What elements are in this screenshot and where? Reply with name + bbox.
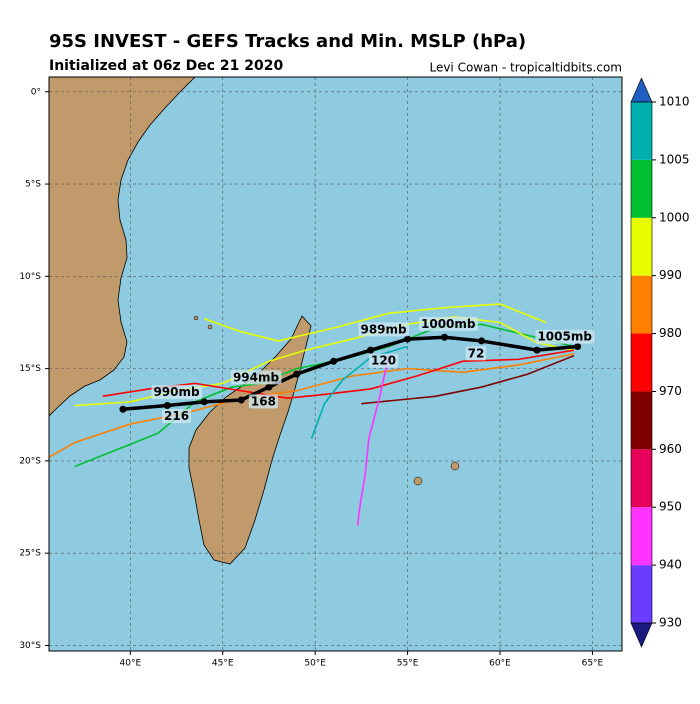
ensemble-track xyxy=(49,353,575,458)
mean-track-label: 168 xyxy=(251,394,276,408)
mean-track-label: 990mb xyxy=(153,385,200,399)
comoros xyxy=(207,324,213,330)
comoros xyxy=(193,315,199,321)
mean-track-point xyxy=(237,396,245,404)
colorbar-frame xyxy=(630,101,653,624)
colorbar-tick-label: 940 xyxy=(659,558,682,572)
label-box xyxy=(248,394,278,409)
colorbar-tick-label: 1000 xyxy=(659,210,690,224)
colorbar-segment xyxy=(631,565,652,623)
label-box xyxy=(358,322,410,337)
mean-track-point xyxy=(119,405,127,413)
y-tick-label: 15°S xyxy=(19,364,41,374)
colorbar-segment xyxy=(631,507,652,566)
mean-track-point xyxy=(293,370,301,378)
mean-track-point xyxy=(163,402,171,410)
label-box xyxy=(535,329,595,344)
mean-track-point xyxy=(478,337,486,345)
mean-track-point xyxy=(367,346,375,354)
mean-track-label: 1000mb xyxy=(421,317,476,331)
colorbar-tick-label: 970 xyxy=(659,384,682,398)
x-tick-label: 55°E xyxy=(397,659,419,669)
subtitle: Initialized at 06z Dec 21 2020 xyxy=(49,58,283,74)
colorbar-tick-label: 1005 xyxy=(659,152,690,166)
mean-track-label: 994mb xyxy=(233,370,280,384)
mean-track-point xyxy=(404,335,412,343)
colorbar-tick-label: 930 xyxy=(659,616,682,630)
mean-track-label: 216 xyxy=(164,409,189,423)
y-tick-label: 30°S xyxy=(19,641,41,651)
label-box xyxy=(419,316,478,331)
ensemble-track xyxy=(74,323,575,468)
x-tick-label: 45°E xyxy=(212,659,234,669)
mean-track-point xyxy=(265,383,273,391)
colorbar-tick-label: 950 xyxy=(659,500,682,514)
mean-track-label: 120 xyxy=(371,354,396,368)
credit: Levi Cowan - tropicaltidbits.com xyxy=(429,61,622,75)
africa xyxy=(49,77,196,417)
label-box xyxy=(162,409,192,424)
ensemble-track xyxy=(204,303,547,342)
colorbar-segment xyxy=(631,391,652,450)
x-tick-label: 50°E xyxy=(304,659,326,669)
mean-track-label: 72 xyxy=(468,346,485,360)
mean-track-point xyxy=(441,333,449,341)
x-tick-label: 60°E xyxy=(489,659,511,669)
mean-track-point xyxy=(574,342,582,350)
title: 95S INVEST - GEFS Tracks and Min. MSLP (… xyxy=(49,31,526,52)
label-box xyxy=(151,385,203,400)
colorbar-segment xyxy=(631,102,652,160)
y-tick-label: 10°S xyxy=(19,272,41,282)
reunion xyxy=(413,476,423,486)
label-box xyxy=(230,370,282,385)
colorbar-tick-label: 980 xyxy=(659,326,682,340)
mean-track-point xyxy=(330,357,338,365)
ensemble-track xyxy=(361,354,575,405)
map-frame xyxy=(48,76,623,652)
colorbar-segment xyxy=(631,275,652,334)
label-box xyxy=(465,346,487,361)
mean-track-label: 989mb xyxy=(360,322,407,336)
mean-track-label: 1005mb xyxy=(537,330,592,344)
y-tick-label: 5°S xyxy=(25,180,41,190)
ensemble-track xyxy=(356,353,390,526)
colorbar-tick-label: 960 xyxy=(659,442,682,456)
x-tick-label: 40°E xyxy=(120,659,142,669)
y-tick-label: 0° xyxy=(31,87,41,97)
y-tick-label: 25°S xyxy=(19,549,41,559)
y-tick-label: 20°S xyxy=(19,456,41,466)
colorbar-segment xyxy=(631,159,652,218)
colorbar-segment xyxy=(631,217,652,276)
colorbar-segment xyxy=(631,333,652,392)
colorbar-segment xyxy=(631,449,652,508)
mean-track-point xyxy=(200,398,208,406)
colorbar-tick-label: 990 xyxy=(659,268,682,282)
map: 1005mb 72 1000mb 989mb 120 994mb 168 990mb 216 xyxy=(49,77,622,651)
label-box xyxy=(369,353,399,368)
x-tick-label: 65°E xyxy=(582,659,604,669)
mauritius xyxy=(450,461,460,471)
mean-track-point xyxy=(533,346,541,354)
colorbar-tick-label: 1010 xyxy=(659,95,690,109)
